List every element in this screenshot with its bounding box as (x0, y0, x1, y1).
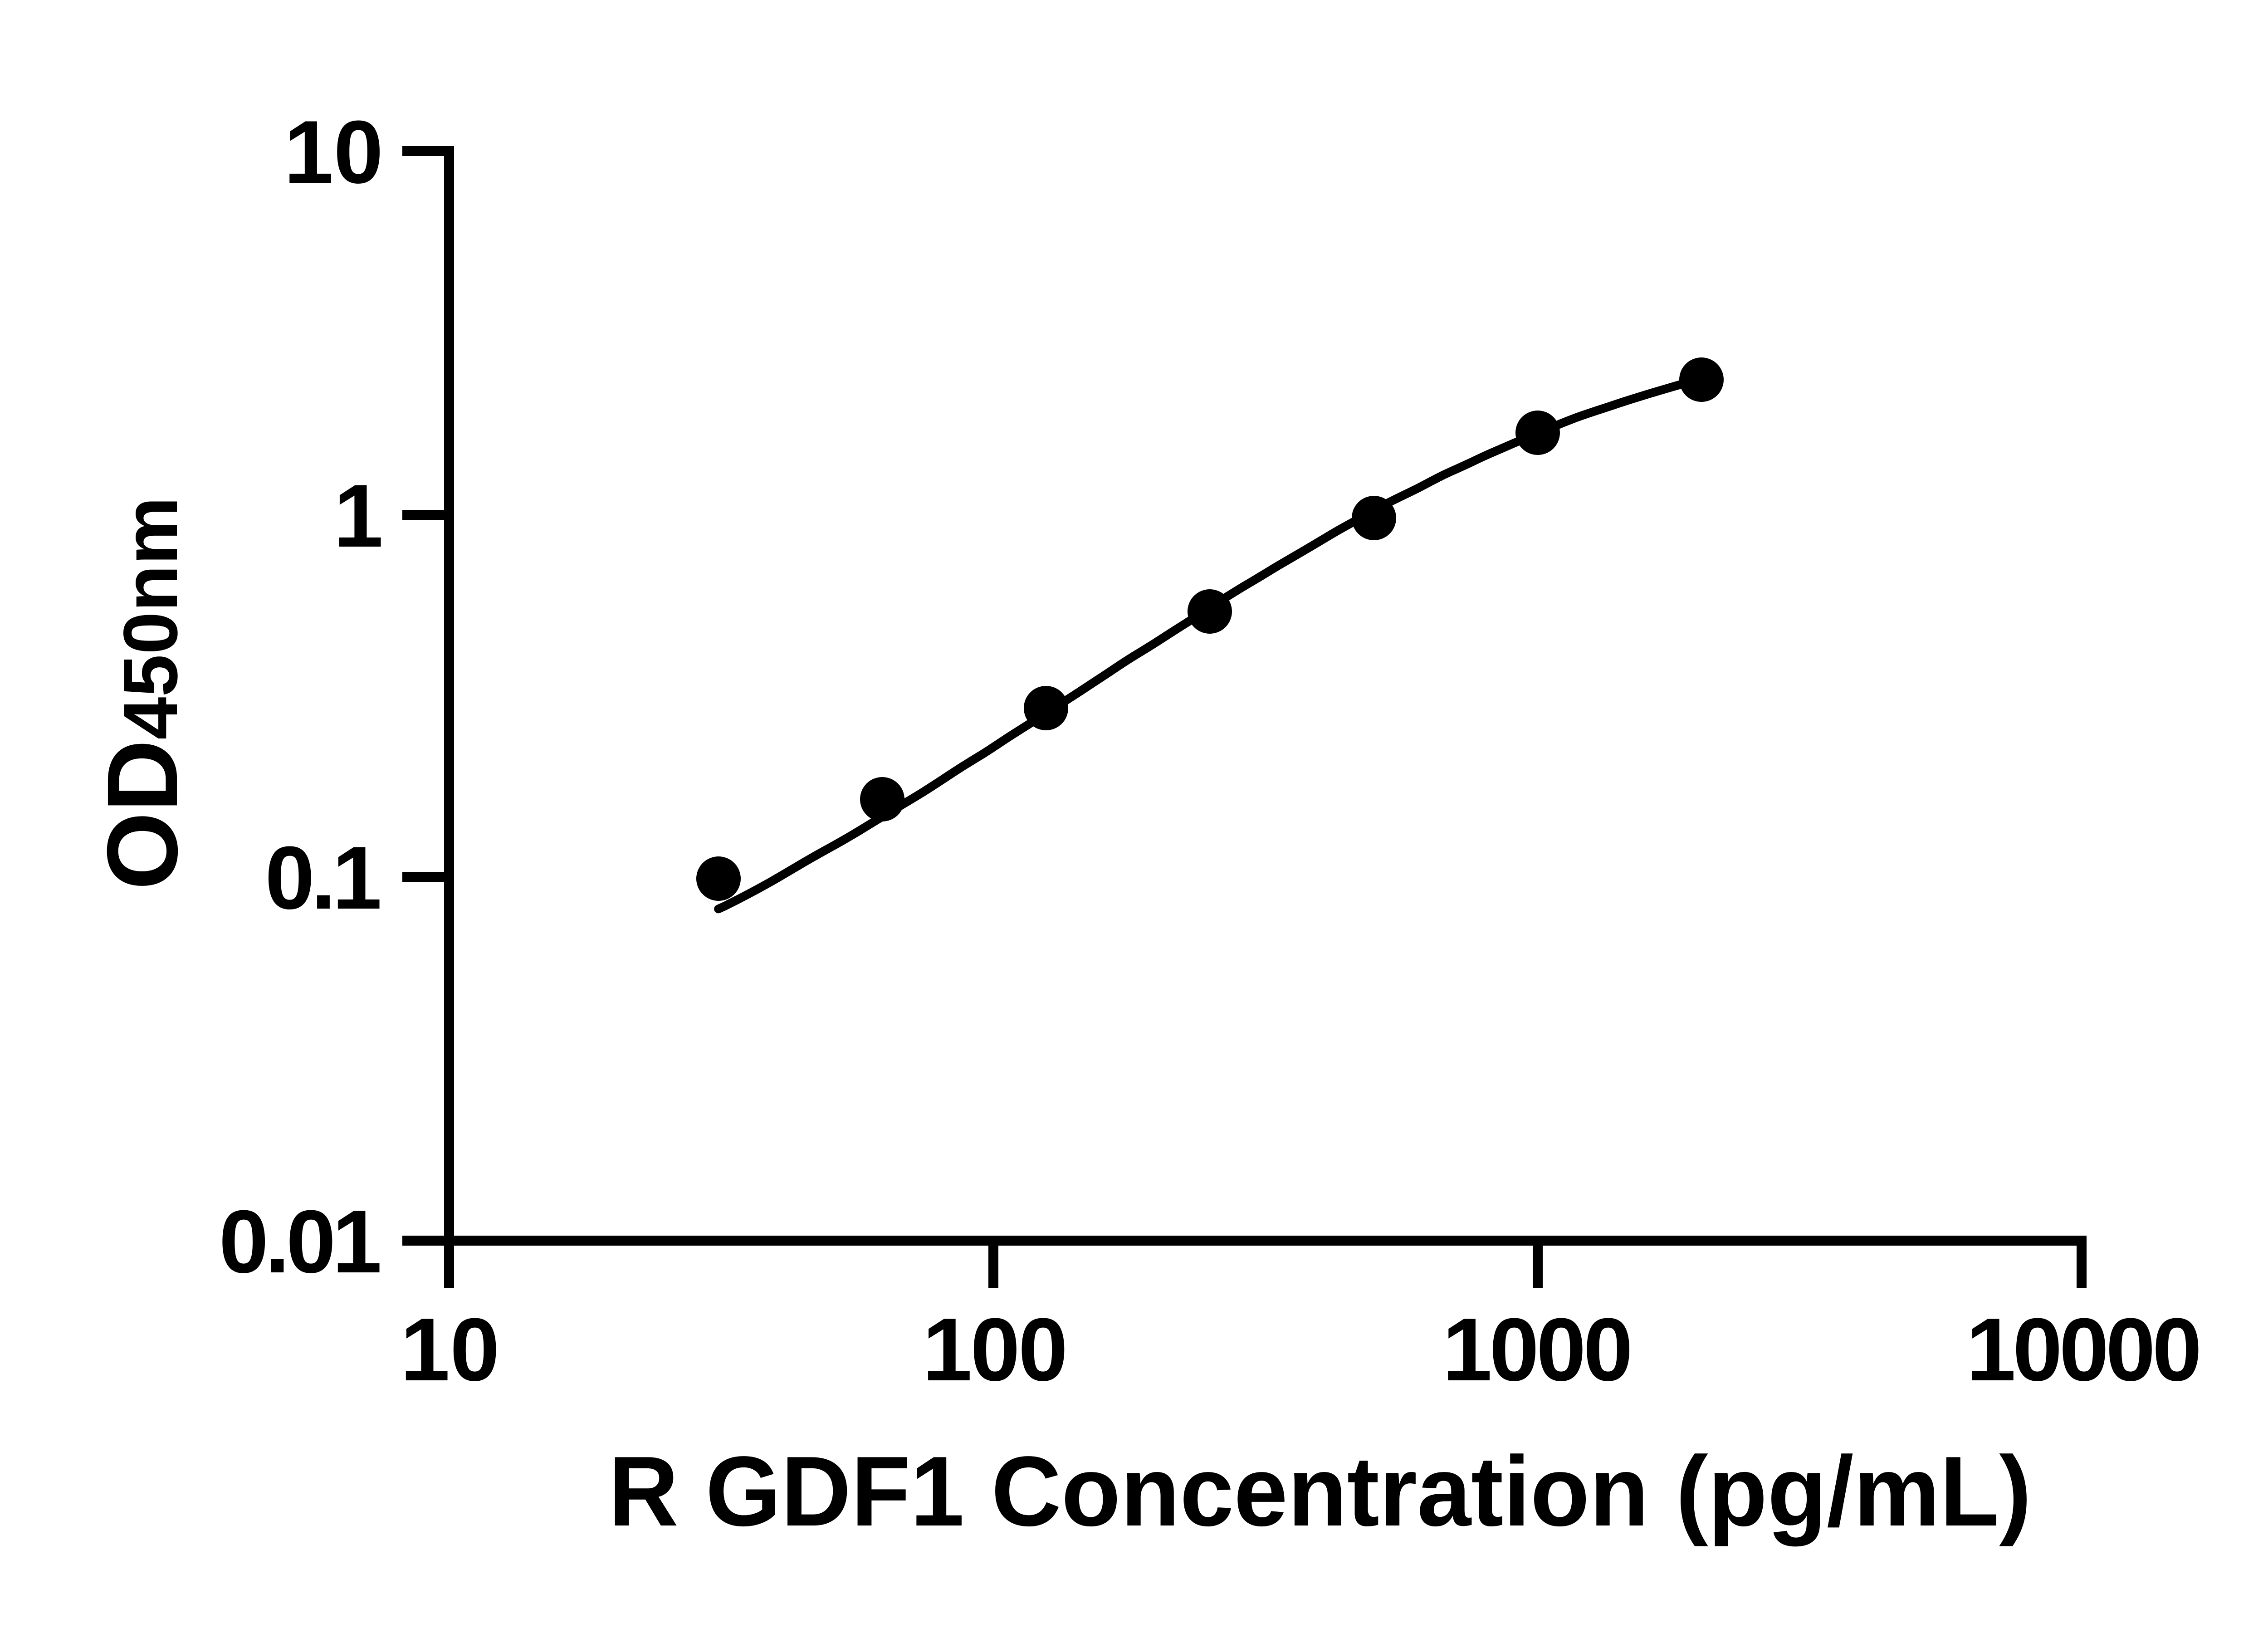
svg-text:1: 1 (333, 466, 383, 566)
svg-text:0.1: 0.1 (265, 828, 380, 928)
svg-text:100: 100 (923, 1300, 1066, 1399)
svg-text:10: 10 (284, 102, 383, 202)
svg-text:R GDF1 Concentration (pg/mL): R GDF1 Concentration (pg/mL) (609, 1436, 2032, 1547)
svg-text:0.01: 0.01 (219, 1192, 380, 1291)
svg-text:1000: 1000 (1442, 1300, 1630, 1399)
svg-text:10000: 10000 (1966, 1300, 2199, 1399)
svg-text:10: 10 (400, 1300, 499, 1399)
